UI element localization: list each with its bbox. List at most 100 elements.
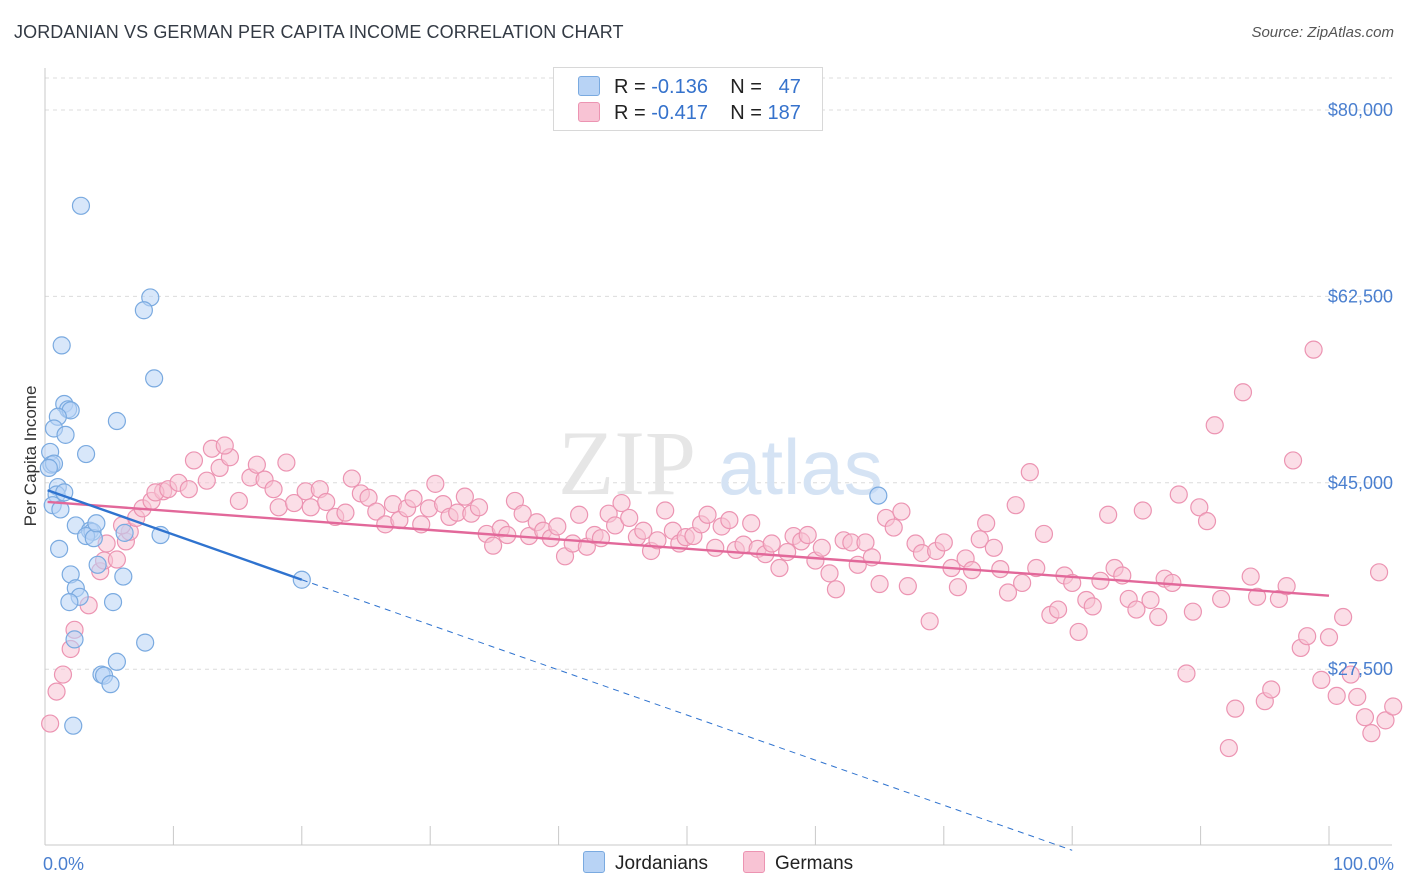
data-point	[948, 578, 968, 597]
data-point	[484, 536, 503, 555]
data-point	[1091, 571, 1110, 590]
bottom-swatch-germans	[743, 851, 765, 873]
data-point	[1312, 670, 1331, 689]
data-point	[50, 539, 69, 558]
data-point	[998, 583, 1018, 602]
legend-r-label: R =	[614, 102, 652, 124]
data-point	[1369, 563, 1389, 582]
y-tick-label: $62,500	[1328, 286, 1393, 306]
data-point	[1020, 463, 1039, 482]
data-point	[1127, 600, 1146, 619]
data-point	[76, 444, 96, 464]
data-point	[920, 612, 939, 631]
data-point	[215, 436, 234, 455]
data-point	[84, 529, 103, 548]
stats-legend: R = -0.136 N = 47 R = -0.417 N = 187	[553, 67, 823, 131]
data-point	[870, 574, 889, 594]
data-point	[591, 529, 611, 548]
jordanian-points	[39, 196, 888, 735]
german-points	[41, 340, 1403, 758]
data-point	[934, 533, 953, 552]
data-point	[605, 516, 625, 535]
data-point	[367, 502, 386, 521]
data-point	[284, 493, 304, 513]
data-point	[656, 501, 675, 520]
chart-title: JORDANIAN VS GERMAN PER CAPITA INCOME CO…	[14, 22, 624, 42]
data-point	[469, 498, 489, 517]
y-axis-title: Per Capita Income	[21, 386, 40, 527]
data-point	[1069, 622, 1088, 642]
data-point	[1341, 665, 1360, 684]
data-point	[1355, 708, 1375, 727]
data-point	[991, 559, 1010, 579]
data-point	[706, 538, 725, 557]
data-point	[1141, 590, 1160, 610]
legend-r-value: -0.417	[651, 102, 708, 124]
data-point	[103, 593, 123, 612]
data-point	[65, 630, 84, 649]
data-point	[612, 493, 631, 513]
data-point	[884, 518, 903, 537]
data-point	[134, 301, 153, 320]
data-point	[101, 675, 120, 694]
data-point	[1169, 485, 1188, 504]
data-point	[1099, 505, 1118, 524]
data-point	[404, 489, 423, 508]
legend-n-value: 187	[767, 102, 801, 124]
legend-n-label: N =	[730, 76, 768, 98]
bottom-legend-label: Jordanians	[615, 853, 708, 874]
data-point	[812, 538, 831, 557]
data-point	[984, 538, 1003, 557]
tick-labels: $27,500 $45,000 $62,500 $80,000 0.0% 100.0%	[43, 100, 1394, 874]
legend-r-value: -0.136	[651, 76, 708, 98]
data-point	[60, 593, 79, 612]
data-point	[145, 369, 164, 388]
trend-lines	[47, 489, 1330, 851]
data-point	[1177, 664, 1196, 683]
legend-n-value: 47	[778, 76, 801, 98]
data-point	[114, 567, 133, 586]
x-tick-label: 100.0%	[1333, 854, 1394, 874]
data-point	[179, 480, 198, 499]
data-point	[1334, 607, 1353, 627]
data-point	[455, 487, 474, 506]
data-point	[136, 633, 155, 652]
data-point	[770, 558, 789, 578]
data-point	[548, 517, 567, 536]
data-point	[898, 577, 917, 596]
data-point	[1048, 600, 1068, 619]
data-point	[570, 505, 589, 524]
data-point	[87, 514, 106, 533]
data-point	[342, 469, 361, 488]
data-point	[41, 714, 60, 733]
data-point	[51, 500, 70, 519]
data-point	[301, 498, 320, 517]
y-tick-label: $45,000	[1328, 473, 1393, 493]
data-point	[52, 336, 71, 355]
data-point	[1384, 697, 1403, 716]
data-point	[1063, 573, 1082, 593]
german-trend-line	[47, 500, 1330, 597]
source-credit: Source: ZipAtlas.com	[1251, 24, 1394, 41]
bottom-legend-germans: Germans	[743, 851, 853, 875]
data-point	[107, 652, 127, 671]
bottom-legend-label: Germans	[775, 853, 854, 874]
jordanian-trend-extension	[301, 579, 1073, 851]
bottom-legend-jordanians: Jordanians	[583, 851, 708, 875]
data-point	[359, 488, 378, 507]
data-point	[1133, 501, 1152, 520]
data-point	[1006, 496, 1025, 515]
data-point	[820, 564, 839, 583]
data-point	[970, 530, 989, 549]
data-point	[336, 503, 355, 522]
data-point	[115, 523, 134, 542]
data-point	[1327, 686, 1346, 705]
data-point	[264, 480, 283, 499]
legend-row-germans: R = -0.417 N = 187	[578, 102, 801, 130]
data-point	[1304, 340, 1323, 359]
data-point	[39, 458, 58, 477]
data-point	[720, 510, 739, 530]
data-point	[71, 196, 91, 215]
data-point	[1190, 498, 1209, 517]
legend-r-label: R =	[614, 76, 652, 98]
